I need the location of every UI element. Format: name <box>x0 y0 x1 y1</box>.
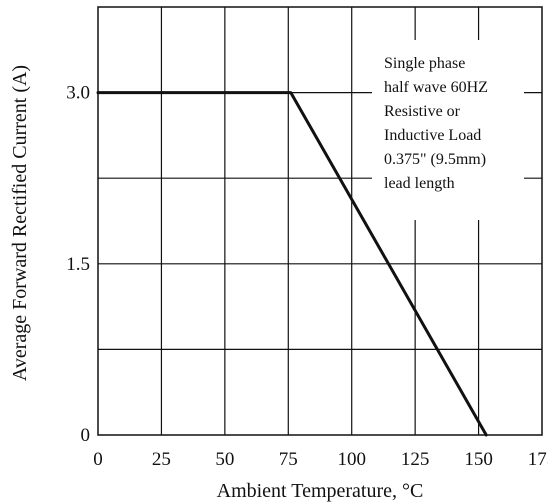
x-axis-label: Ambient Temperature, °C <box>217 480 424 502</box>
annotation-line-5: 0.375" (9.5mm) <box>384 151 486 168</box>
annotation-background <box>372 40 524 220</box>
annotation-line-3: Resistive or <box>384 103 461 120</box>
x-tick-label-0: 0 <box>93 449 103 470</box>
x-tick-label-3: 75 <box>279 449 298 470</box>
y-axis-label: Average Forward Rectified Current (A) <box>9 65 31 381</box>
annotation-line-2: half wave 60HZ <box>384 79 488 96</box>
x-tick-label-1: 25 <box>152 449 171 470</box>
x-tick-label-2: 50 <box>215 449 234 470</box>
annotation-line-6: lead length <box>384 175 455 192</box>
x-tick-label-4: 100 <box>337 449 366 470</box>
x-tick-label-6: 150 <box>464 449 493 470</box>
x-tick-label-5: 125 <box>401 449 430 470</box>
series-line-0 <box>96 91 488 437</box>
x-tick-label-7: 175 <box>528 449 548 470</box>
series-group <box>96 91 488 437</box>
annotation-box: Single phase half wave 60HZ Resistive or In… <box>372 40 524 220</box>
y-tick-labels: 0 1.5 3.0 <box>66 83 90 446</box>
plot-frame <box>97 6 543 436</box>
annotation-line-1: Single phase <box>384 55 465 72</box>
annotation-line-4: Inductive Load <box>384 127 481 144</box>
y-tick-label-2: 3.0 <box>66 83 90 104</box>
y-tick-label-0: 0 <box>81 425 91 446</box>
y-tick-label-1: 1.5 <box>66 254 90 275</box>
x-tick-labels: 0 25 50 75 100 125 150 175 <box>93 449 548 470</box>
